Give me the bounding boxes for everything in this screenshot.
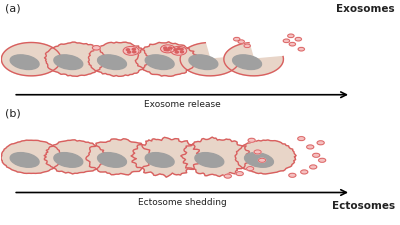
Text: Ectosomes: Ectosomes (332, 201, 395, 211)
Circle shape (258, 158, 266, 162)
Text: (b): (b) (5, 108, 21, 118)
Ellipse shape (145, 55, 174, 70)
Polygon shape (131, 137, 201, 177)
Ellipse shape (233, 55, 262, 70)
Circle shape (313, 153, 320, 157)
Polygon shape (86, 139, 151, 175)
Circle shape (301, 170, 308, 174)
Ellipse shape (244, 153, 274, 167)
Polygon shape (135, 42, 197, 76)
Circle shape (180, 51, 184, 53)
Circle shape (295, 37, 302, 41)
Circle shape (238, 40, 244, 43)
Circle shape (283, 39, 290, 43)
Text: Exosomes: Exosomes (336, 4, 395, 13)
Ellipse shape (10, 153, 39, 167)
Polygon shape (44, 140, 105, 174)
Circle shape (234, 37, 240, 41)
Ellipse shape (98, 153, 126, 167)
Circle shape (246, 166, 254, 171)
Polygon shape (88, 42, 149, 76)
Circle shape (166, 49, 169, 51)
Polygon shape (1, 43, 61, 76)
Ellipse shape (98, 55, 126, 70)
Polygon shape (224, 43, 284, 76)
Circle shape (175, 51, 178, 53)
Circle shape (126, 49, 130, 51)
Circle shape (177, 48, 180, 50)
Circle shape (289, 173, 296, 177)
Ellipse shape (54, 153, 83, 167)
Circle shape (310, 165, 317, 169)
Text: Exosome release: Exosome release (144, 100, 220, 109)
Circle shape (318, 158, 326, 162)
Polygon shape (235, 140, 296, 174)
Circle shape (92, 46, 100, 50)
Circle shape (248, 138, 255, 142)
Circle shape (164, 47, 167, 49)
Circle shape (317, 141, 324, 145)
Ellipse shape (189, 55, 218, 70)
Circle shape (236, 172, 243, 176)
Circle shape (160, 45, 175, 53)
Text: Ectosome shedding: Ectosome shedding (138, 198, 226, 207)
Circle shape (288, 34, 294, 38)
Ellipse shape (145, 153, 174, 167)
Circle shape (289, 42, 296, 46)
Polygon shape (1, 140, 61, 173)
Polygon shape (180, 43, 240, 76)
Circle shape (133, 51, 136, 53)
Circle shape (254, 150, 261, 154)
Circle shape (168, 47, 172, 49)
Polygon shape (181, 137, 251, 176)
Circle shape (244, 44, 250, 48)
Ellipse shape (195, 153, 224, 167)
Circle shape (171, 46, 187, 55)
Circle shape (180, 48, 183, 50)
Circle shape (307, 145, 314, 149)
Circle shape (174, 49, 177, 51)
Circle shape (298, 47, 304, 51)
Circle shape (123, 46, 139, 55)
Ellipse shape (10, 55, 39, 70)
Polygon shape (44, 42, 105, 76)
Ellipse shape (54, 55, 83, 70)
Circle shape (164, 49, 167, 51)
Text: (a): (a) (5, 4, 21, 13)
Circle shape (128, 51, 131, 53)
Circle shape (298, 137, 305, 141)
Circle shape (224, 174, 231, 178)
Circle shape (132, 48, 136, 50)
